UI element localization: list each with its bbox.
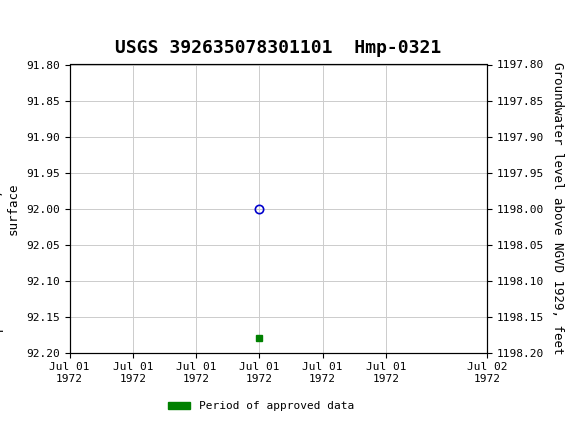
Title: USGS 392635078301101  Hmp-0321: USGS 392635078301101 Hmp-0321 [115,40,441,57]
Y-axis label: Groundwater level above NGVD 1929, feet: Groundwater level above NGVD 1929, feet [551,62,564,355]
Legend: Period of approved data: Period of approved data [164,397,358,416]
Text: ≡USGS: ≡USGS [3,13,61,32]
Y-axis label: Depth to water level, feet below land
surface: Depth to water level, feet below land su… [0,70,19,347]
